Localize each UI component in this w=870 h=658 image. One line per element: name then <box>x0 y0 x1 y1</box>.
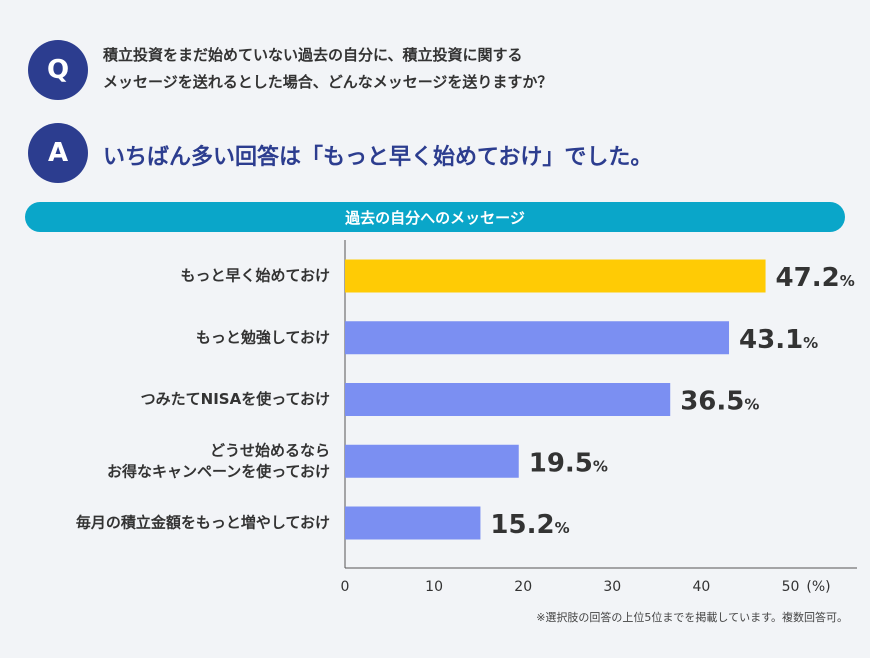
category-label-4-line-2: お得なキャンペーンを使っておけ <box>107 462 330 480</box>
x-tick-label-0: 0 <box>341 579 350 595</box>
x-tick-label-50: 50 <box>782 579 800 595</box>
category-label-3: つみたてNISAを使っておけ <box>141 390 330 408</box>
bar-3 <box>345 383 671 416</box>
value-label-5: 15.2% <box>490 510 569 540</box>
category-label-5: 毎月の積立金額をもっと増やしておけ <box>76 514 330 532</box>
category-label-1: もっと早く始めておけ <box>180 267 330 285</box>
x-tick-label-20: 20 <box>514 579 532 595</box>
bar-chart: もっと早く始めておけ 47.2% もっと勉強しておけ 43.1% つみたてNISAを使っ… <box>76 240 857 595</box>
x-tick-label-40: 40 <box>692 579 710 595</box>
category-label-2: もっと勉強しておけ <box>196 328 330 346</box>
bar-4 <box>345 444 519 478</box>
value-label-4: 19.5% <box>529 448 608 478</box>
value-label-1: 47.2% <box>776 263 855 293</box>
bar-2 <box>345 321 730 355</box>
bar-5 <box>345 506 481 540</box>
value-label-3: 36.5% <box>680 387 759 417</box>
question-text: 積立投資をまだ始めていない過去の自分に、積立投資に関する メッセージを送れるとし… <box>103 42 843 96</box>
question-line-1: 積立投資をまだ始めていない過去の自分に、積立投資に関する <box>103 46 523 64</box>
value-label-2: 43.1% <box>739 325 818 355</box>
x-tick-label-10: 10 <box>425 579 443 595</box>
footnote: ※選択肢の回答の上位5位までを掲載しています。複数回答可。 <box>536 611 848 624</box>
question-badge: Q <box>28 40 88 100</box>
answer-badge: A <box>28 123 88 183</box>
category-label-4-line-1: どうせ始めるなら <box>210 441 330 459</box>
bar-1 <box>345 259 766 293</box>
x-unit-label: (%) <box>806 579 830 595</box>
x-tick-label-30: 30 <box>603 579 621 595</box>
chart-title: 過去の自分へのメッセージ <box>25 202 845 232</box>
answer-text: いちばん多い回答は「もっと早く始めておけ」でした。 <box>103 145 653 170</box>
question-line-2: メッセージを送れるとした場合、どんなメッセージを送りますか？ <box>103 73 553 91</box>
